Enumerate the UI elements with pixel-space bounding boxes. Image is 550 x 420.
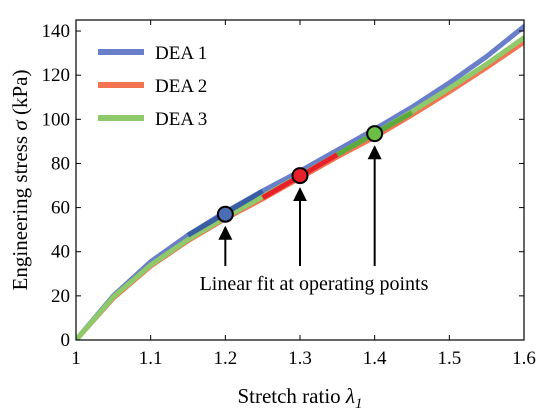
y-axis-label-text: Engineering stress [8,136,32,291]
legend-label-1: DEA 1 [155,43,207,64]
x-tick-label: 1.3 [288,348,312,369]
legend: DEA 1 DEA 2 DEA 3 [98,43,207,130]
operating-points [216,125,384,223]
annotation-arrows [218,145,382,266]
y-tick-label: 80 [51,153,70,174]
x-tick-label: 1.4 [363,348,387,369]
y-tick-label: 140 [42,21,71,42]
legend-label-3: DEA 3 [155,109,207,130]
x-axis-subscript: 1 [355,396,363,412]
legend-label-2: DEA 2 [155,76,207,97]
x-axis-label: Stretch ratio λ1 [237,384,362,412]
y-tick-label: 120 [42,65,71,86]
operating-point-1 [216,205,234,223]
y-axis-label: Engineering stress σ (kPa) [8,70,32,291]
y-tick-label: 0 [61,330,71,351]
x-tick-label: 1.1 [139,348,163,369]
y-tick-label: 20 [51,286,70,307]
x-tick-label: 1.2 [213,348,237,369]
x-tick-label: 1.5 [437,348,461,369]
axes: 1 1.1 1.2 1.3 1.4 1.5 1.6 0 20 40 60 80 100 120 140 [42,19,536,369]
x-tick-label: 1.6 [512,348,536,369]
y-tick-label: 60 [51,198,70,219]
y-axis-symbol: σ [8,119,32,131]
x-tick-label: 1 [71,348,81,369]
x-axis-symbol: λ [345,384,355,408]
x-axis-label-text: Stretch ratio [237,384,340,408]
operating-point-2 [291,167,309,185]
annotation-text: Linear fit at operating points [200,273,429,295]
y-tick-label: 100 [42,109,71,130]
operating-point-3 [366,125,384,143]
y-axis-unit: (kPa) [8,70,32,116]
y-tick-label: 40 [51,242,70,263]
